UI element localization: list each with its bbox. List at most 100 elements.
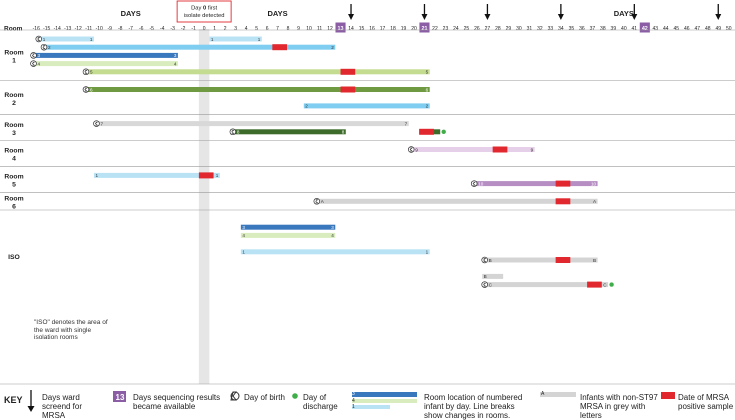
tick-label-18: 18	[390, 26, 396, 32]
bar-left-label-4: 4	[38, 61, 41, 66]
room-label-5-b: 6	[12, 203, 16, 210]
birth-icon-4	[30, 60, 37, 67]
room-label-3-a: Room	[4, 148, 23, 155]
bar-right-label-18: B	[593, 258, 596, 263]
day-zero-note-line2: isolate detected	[184, 13, 225, 19]
bar-left-label-18: B	[489, 258, 492, 263]
legend-room-bar-1	[352, 405, 390, 409]
legend-discharge-text: Day of discharge	[303, 393, 338, 411]
tick-label--8: -8	[118, 26, 123, 32]
room-label-0-a: Room	[4, 50, 23, 57]
bar-19	[482, 273, 504, 279]
legend-birth-text: Day of birth	[244, 393, 285, 402]
tick-label--5: -5	[149, 26, 154, 32]
positive-sample-11-0	[492, 146, 508, 153]
legend-room-location-text: Room location of numbered infant by day.…	[424, 393, 523, 420]
tick-label-30: 30	[516, 26, 522, 32]
ward-screen-arrowhead-41	[631, 14, 638, 20]
tick-label-13: 13	[338, 26, 344, 32]
bar-17	[240, 249, 430, 255]
tick-label-50: 50	[726, 26, 732, 32]
tick-label--16: -16	[33, 26, 40, 32]
birth-icon-18	[481, 256, 488, 264]
bar-11	[408, 147, 535, 152]
bar-left-label-12: 1	[95, 173, 98, 178]
room-label-2-b: 3	[12, 130, 16, 137]
legend-positive-box	[661, 392, 675, 399]
tick-label-44: 44	[663, 26, 669, 32]
legend-sequencing-box	[113, 391, 126, 402]
bar-left-label-11: 9	[415, 147, 418, 152]
tick-label-42: 42	[642, 26, 648, 32]
tick-label-35: 35	[569, 26, 575, 32]
positive-sample-12-0	[198, 172, 214, 179]
legend-sequencing-text: Days sequencing results became available	[133, 393, 221, 411]
tick-label-43: 43	[653, 26, 659, 32]
discharge-dot-20	[609, 282, 614, 287]
birth-icon-8	[93, 120, 100, 127]
tick-label-32: 32	[537, 26, 543, 32]
room-label-6: ISO	[8, 254, 20, 261]
room-label-4-a: Room	[4, 174, 23, 181]
bar-left-label-14: A	[321, 199, 325, 204]
tick-label-34: 34	[558, 26, 564, 32]
room-label-2-a: Room	[4, 122, 23, 129]
tick-label-1: 1	[213, 26, 216, 32]
room-label-1-a: Room	[4, 92, 23, 99]
bar-left-label-6: 6	[90, 87, 93, 92]
tick-label-24: 24	[453, 26, 459, 32]
bar-2	[41, 44, 336, 50]
tick-label-48: 48	[705, 26, 711, 32]
birth-icon-14	[313, 198, 321, 205]
birth-icon-9	[229, 128, 237, 136]
bar-8	[93, 121, 409, 127]
sequencing-box-21	[419, 22, 430, 33]
legend-positive-text: Date of MRSA positive sample	[678, 393, 734, 411]
tick-label-45: 45	[674, 26, 680, 32]
tick-label-10: 10	[306, 26, 312, 32]
days-label-mid: DAYS	[267, 9, 287, 18]
bar-7	[303, 103, 430, 109]
legend-key-label: KEY	[4, 395, 23, 405]
bar-right-label-9: 8	[342, 130, 345, 135]
bar-14	[314, 198, 598, 204]
tick-label--1: -1	[191, 26, 196, 32]
bar-left-label-5: 5	[90, 70, 93, 75]
ward-screen-arrowhead-21	[421, 14, 428, 20]
bar-left-label-20: C	[489, 282, 493, 287]
tick-label-31: 31	[527, 26, 533, 32]
tick-label-28: 28	[495, 26, 501, 32]
tick-label-41: 41	[632, 26, 638, 32]
bar-18	[482, 257, 598, 263]
tick-label-46: 46	[684, 26, 690, 32]
tick-label--11: -11	[85, 26, 92, 32]
bar-9	[230, 129, 346, 135]
legend-ward-screen-text: Days ward screend for MRSA	[42, 393, 83, 420]
day-zero-note-line1: Day 0 first	[191, 6, 217, 12]
legend-room-bar-3	[352, 392, 417, 397]
legend-sample-id-3: 3	[352, 391, 355, 397]
birth-icon-2	[40, 43, 48, 51]
tick-label-12: 12	[327, 26, 333, 32]
tick-label-47: 47	[694, 26, 700, 32]
tick-label-40: 40	[621, 26, 627, 32]
positive-sample-20-0	[587, 281, 602, 288]
bar-right-label-16: 4	[331, 233, 334, 238]
tick-label-15: 15	[359, 26, 365, 32]
tick-label-38: 38	[600, 26, 606, 32]
tick-label-20: 20	[411, 26, 417, 32]
day-zero-note-box	[176, 0, 232, 23]
positive-sample-10-0	[419, 128, 434, 135]
tick-label-8: 8	[287, 26, 290, 32]
bar-right-label-7: 2	[426, 104, 429, 109]
tick-label--4: -4	[160, 26, 165, 32]
tick-label-36: 36	[579, 26, 585, 32]
tick-label--2: -2	[181, 26, 186, 32]
ward-screen-arrowhead-14	[348, 14, 355, 20]
positive-sample-5-0	[340, 68, 356, 75]
legend-birth-icon	[230, 391, 240, 401]
bar-right-label-13: 10	[591, 181, 597, 186]
legend-sample-id-4: 4	[352, 398, 355, 404]
bar-5	[83, 69, 430, 75]
